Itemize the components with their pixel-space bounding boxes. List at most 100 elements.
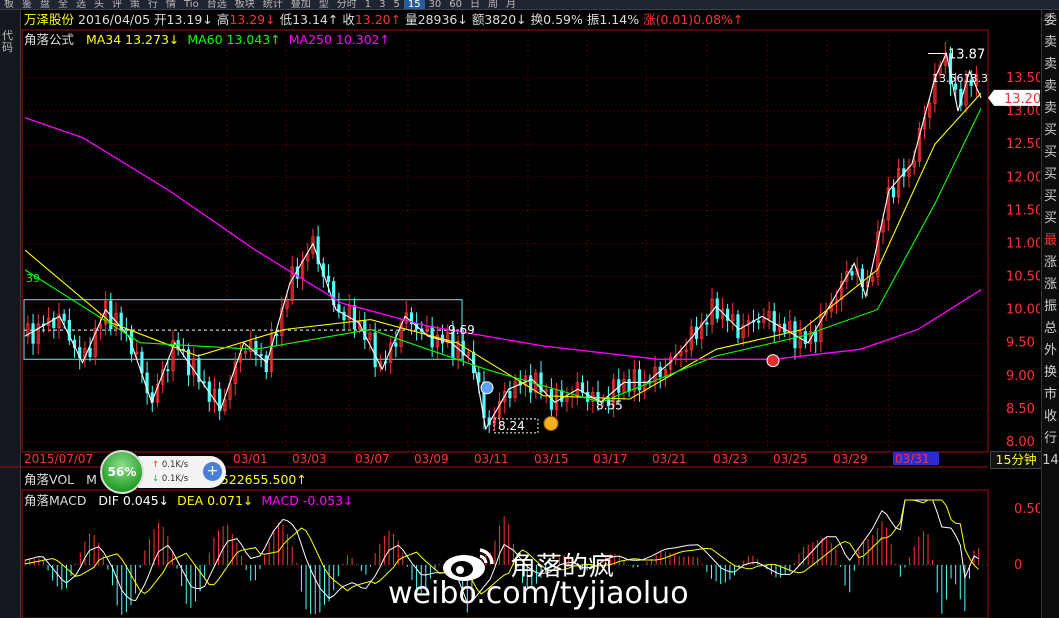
candle-body xyxy=(632,369,636,392)
toolbar-item[interactable]: 分时 xyxy=(336,0,357,10)
toolbar-item[interactable]: 15 xyxy=(403,0,425,9)
toolbar-item[interactable]: 统计 xyxy=(262,0,283,10)
candle-body xyxy=(373,332,377,368)
toolbar-item[interactable]: 策 xyxy=(130,0,140,10)
change-label: 涨 xyxy=(643,12,656,27)
candle-body xyxy=(337,304,341,313)
right-strip-label: 买 xyxy=(1043,167,1057,182)
chart-annotation: 9.69 xyxy=(448,323,475,337)
right-strip-label: 卖 xyxy=(1043,101,1057,116)
candle-body xyxy=(254,341,258,356)
toolbar-item[interactable]: 选 xyxy=(76,0,86,10)
candle-body xyxy=(933,74,937,104)
toolbar-item[interactable]: 板块 xyxy=(234,0,255,10)
toolbar-item[interactable]: 3 xyxy=(379,0,386,10)
left-strip: 代码 xyxy=(0,10,21,618)
toolbar-item[interactable]: 鉴 xyxy=(22,0,32,10)
candle-body xyxy=(689,326,693,351)
right-strip-label: 卖 xyxy=(1043,57,1057,72)
right-strip-label: 涨 xyxy=(1043,277,1057,292)
network-speed-widget[interactable]: ↑ 0.1K/s ↓ 0.1K/s + 56% xyxy=(100,450,228,494)
candle-body xyxy=(477,372,481,383)
macd-value-legend: MACD -0.053↓ xyxy=(261,493,354,508)
candle-body xyxy=(124,328,128,331)
candle-body xyxy=(757,320,761,323)
dea-legend: DEA 0.071↓ xyxy=(177,493,254,508)
toolbar-item[interactable]: 1 xyxy=(364,0,372,10)
toolbar-item[interactable]: 日 xyxy=(470,0,481,10)
toolbar-item[interactable]: Tio xyxy=(184,0,199,10)
candle-body xyxy=(513,381,517,399)
candle-body xyxy=(446,331,450,344)
low-box xyxy=(493,418,539,434)
candle-body xyxy=(67,319,71,341)
toolbar-item[interactable]: 30 xyxy=(428,0,442,10)
left-tab-code[interactable]: 代码 xyxy=(2,29,13,54)
candle-body xyxy=(964,79,968,106)
candle-body xyxy=(62,313,66,321)
toolbar-item[interactable]: 叠加 xyxy=(290,0,311,10)
vol-ma-prefix: M xyxy=(86,472,97,487)
candle-body xyxy=(969,79,973,86)
toolbar-item[interactable]: 全 xyxy=(58,0,68,10)
y-tick-label: 13.50 xyxy=(1006,71,1040,86)
change-pct: 0.08%↑ xyxy=(693,12,744,27)
chart-annotation: 8.55 xyxy=(596,399,623,413)
candle-body xyxy=(352,305,357,330)
date-highlight xyxy=(893,452,939,465)
toolbar-item[interactable]: 5 xyxy=(393,0,400,10)
toolbar-item[interactable]: 情 xyxy=(166,0,176,10)
candle-body xyxy=(192,358,196,376)
candle-body xyxy=(243,351,248,354)
candle-body xyxy=(285,300,289,309)
candle-body xyxy=(544,389,548,393)
toolbar-item[interactable]: 周 xyxy=(488,0,499,10)
ma250-line xyxy=(24,117,982,360)
candle-body xyxy=(119,312,123,330)
toolbar-item[interactable]: 台选 xyxy=(206,0,227,10)
open-label: 开 xyxy=(154,12,167,27)
memory-percent[interactable]: 56% xyxy=(100,450,144,494)
candle-body xyxy=(171,340,175,372)
right-strip-label: 买 xyxy=(1043,123,1057,138)
candle-body xyxy=(332,281,336,306)
period-selector[interactable]: 15分钟 xyxy=(990,451,1042,469)
candle-body xyxy=(275,333,279,336)
upload-speed: 0.1K/s xyxy=(161,460,189,470)
x-tick-label: 2015/07/07 xyxy=(24,452,93,466)
toolbar-item[interactable]: 评 xyxy=(112,0,122,10)
toolbar-item[interactable]: 盘 xyxy=(40,0,50,10)
toolbar-item[interactable]: 行 xyxy=(148,0,158,10)
y-tick-label: 10.00 xyxy=(1006,303,1040,318)
candle-body xyxy=(637,369,642,391)
turnover-label: 换 xyxy=(530,12,544,27)
dea-line xyxy=(24,499,980,595)
x-tick-label: 03/03 xyxy=(292,452,327,466)
toolbar-item[interactable]: 型 xyxy=(318,0,329,10)
candle-body xyxy=(259,354,263,357)
y-tick-label: 8.50 xyxy=(1006,402,1035,417)
candle-body xyxy=(622,379,626,393)
toolbar-item[interactable]: 板 xyxy=(4,0,14,10)
y-tick-label: 12.50 xyxy=(1006,137,1040,152)
change-value: (0.01) xyxy=(655,12,694,27)
candle-body xyxy=(492,417,496,426)
y-tick-label: 13.00 xyxy=(1006,104,1040,119)
amplitude-value: 1.14% xyxy=(599,12,640,27)
toolbar-item[interactable]: 月 xyxy=(506,0,517,10)
vol-value: 2522655.500↑ xyxy=(212,472,307,487)
accelerate-icon[interactable]: + xyxy=(203,462,222,481)
candle-body xyxy=(539,372,543,393)
candle-body xyxy=(36,323,40,344)
x-tick-label: 03/23 xyxy=(713,452,748,466)
candle-body xyxy=(212,388,217,402)
toolbar-item[interactable]: 头 xyxy=(94,0,104,10)
candle-body xyxy=(679,351,683,356)
candle-body xyxy=(700,322,704,340)
open-value: 13.19↓ xyxy=(166,12,213,27)
price-header: 万泽股份 2016/04/05 开13.19↓ 高13.29↓ 低13.14↑ … xyxy=(24,13,743,27)
right-strip-label: 买 xyxy=(1043,211,1057,226)
candlesticks xyxy=(26,41,978,433)
toolbar-item[interactable]: 60 xyxy=(449,0,463,10)
